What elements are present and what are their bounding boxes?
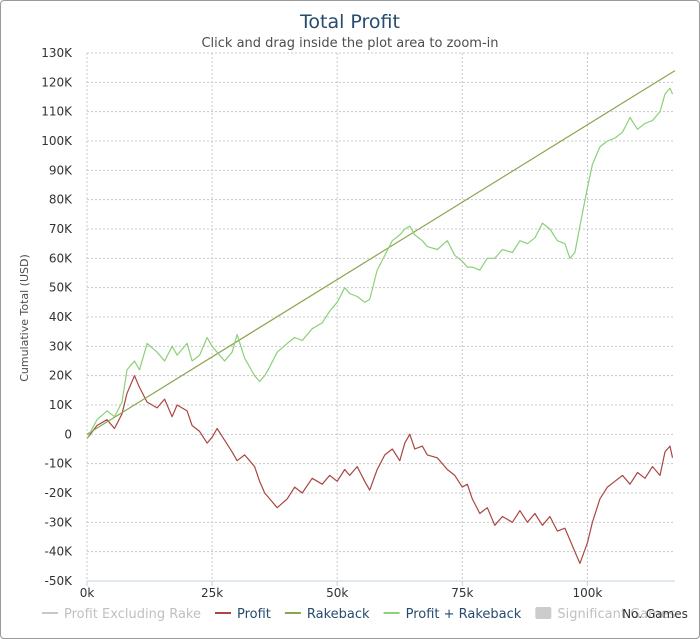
- x-tick-label: 100k: [572, 586, 602, 600]
- y-tick-label: 30K: [49, 339, 73, 353]
- chart-subtitle: Click and drag inside the plot area to z…: [201, 36, 498, 51]
- footer-label: No. Games: [622, 607, 688, 621]
- legend-label: Profit Excluding Rake: [64, 607, 201, 622]
- y-tick-label: 40K: [49, 310, 73, 324]
- y-tick-label: 80K: [49, 193, 73, 207]
- y-tick-label: 70K: [49, 222, 73, 236]
- chart-title: Total Profit: [299, 11, 400, 33]
- series-layer[interactable]: [86, 70, 676, 565]
- y-tick-label: 130K: [41, 46, 73, 60]
- y-axis-title: Cumulative Total (USD): [18, 254, 31, 382]
- y-tick-label: 20K: [49, 369, 73, 383]
- series-line-profit[interactable]: [86, 375, 674, 565]
- series-line-profit-rakeback[interactable]: [86, 87, 674, 439]
- y-tick-label: -10K: [45, 457, 74, 471]
- legend-item[interactable]: Profit + Rakeback: [383, 607, 522, 622]
- y-tick-label: -50K: [45, 574, 74, 588]
- y-tick-label: 10K: [49, 398, 73, 412]
- y-tick-label: -40K: [45, 545, 74, 559]
- legend-label: Significant Games: [557, 607, 675, 622]
- x-tick-label: 0k: [80, 586, 95, 600]
- legend-label: Profit: [237, 607, 271, 622]
- y-tick-label: 50K: [49, 281, 73, 295]
- x-tick-label: 25k: [201, 586, 223, 600]
- legend[interactable]: Profit Excluding Rake Profit Rakeback Profi…: [42, 607, 676, 622]
- y-tick-label: 0: [64, 427, 72, 441]
- legend-item[interactable]: Significant Games: [535, 607, 676, 622]
- legend-item[interactable]: Profit Excluding Rake: [42, 607, 201, 622]
- legend-label: Rakeback: [307, 607, 370, 622]
- y-tick-label: 110K: [41, 105, 73, 119]
- legend-label: Profit + Rakeback: [406, 607, 522, 622]
- y-tick-label: -20K: [45, 486, 74, 500]
- y-tick-label: -30K: [45, 515, 74, 529]
- grid-layer: [86, 52, 675, 582]
- y-tick-label: 100K: [41, 134, 73, 148]
- y-tick-label: 60K: [49, 251, 73, 265]
- legend-item[interactable]: Rakeback: [284, 607, 370, 622]
- series-line-rakeback[interactable]: [86, 70, 676, 435]
- x-tick-label: 50k: [326, 586, 348, 600]
- legend-swatch: [535, 607, 552, 619]
- y-tick-label: 120K: [41, 75, 73, 89]
- legend-item[interactable]: Profit: [214, 607, 271, 622]
- y-tick-label: 90K: [49, 163, 73, 177]
- x-tick-label: 75k: [451, 586, 473, 600]
- axis-layer: -50K -40K -30K -20K -10K 0 10K 20K 30K 40K 50K 60K 7…: [41, 46, 675, 600]
